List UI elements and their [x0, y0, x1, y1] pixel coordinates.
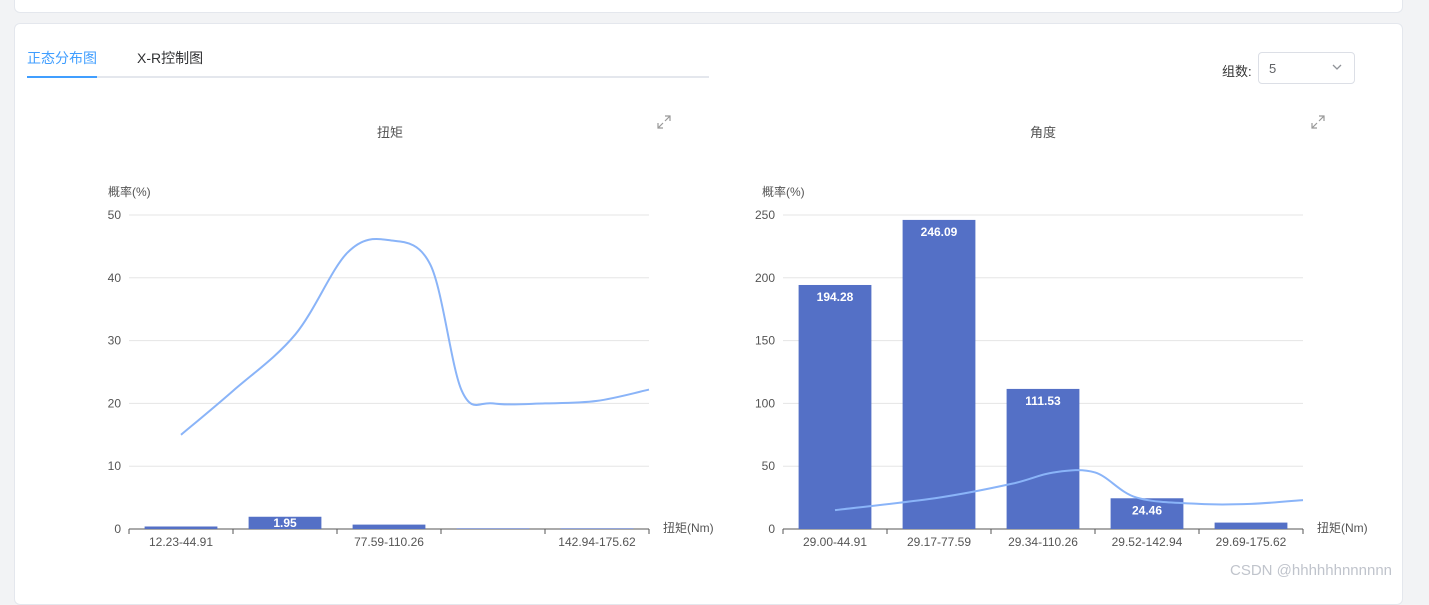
tab-bar: 正态分布图 X-R控制图: [27, 38, 709, 78]
bar: [144, 526, 218, 529]
active-tab-indicator: [27, 76, 97, 78]
y-tick-label: 0: [768, 522, 775, 536]
x-tick-label: 29.34-110.26: [1008, 535, 1078, 549]
angle-chart: 概率(%) 0 50 100 150 200 250 194.28 246.09 111.53 24…: [755, 184, 1368, 549]
y-tick-label: 40: [108, 271, 122, 285]
y-tick-label: 10: [108, 459, 122, 473]
group-count-select[interactable]: 5: [1258, 52, 1355, 84]
y-tick-label: 100: [755, 396, 775, 410]
y-axis-label: 概率(%): [762, 184, 805, 199]
x-axis-label: 扭矩(Nm): [1317, 521, 1368, 535]
x-tick-label: 77.59-110.26: [354, 535, 424, 549]
watermark: CSDN @hhhhhhnnnnnn: [1230, 562, 1393, 579]
bar: [1006, 388, 1080, 529]
y-axis-label: 概率(%): [108, 184, 151, 199]
y-tick-label: 50: [108, 208, 122, 222]
group-count-label: 组数:: [1222, 64, 1252, 79]
bar: [560, 528, 634, 529]
y-tick-label: 250: [755, 208, 775, 222]
chart-title-angle: 角度: [1029, 125, 1056, 140]
y-tick-label: 150: [755, 334, 775, 348]
group-count-value: 5: [1269, 61, 1277, 76]
torque-chart: 概率(%) 0 10 20 30 40 50 1.95 12.23-44.91 77.59-110…: [108, 184, 714, 549]
y-tick-label: 20: [108, 396, 122, 410]
y-tick-label: 50: [762, 459, 776, 473]
bar: [248, 516, 322, 529]
bar-value-label: 194.28: [817, 290, 854, 304]
bar-value-label: 24.46: [1132, 503, 1162, 517]
bar-value-label: 246.09: [921, 225, 958, 239]
bar: [902, 219, 976, 530]
y-tick-label: 200: [755, 271, 775, 285]
expand-icon[interactable]: [1310, 114, 1326, 130]
chart-title-torque: 扭矩: [376, 125, 403, 140]
chevron-down-icon: [1332, 64, 1342, 70]
top-card: [14, 0, 1403, 13]
x-tick-label: 12.23-44.91: [149, 535, 213, 549]
bar: [798, 284, 872, 529]
bar-value-label: 1.95: [273, 516, 297, 530]
x-tick-label: 29.69-175.62: [1216, 535, 1287, 549]
y-tick-label: 0: [114, 522, 121, 536]
x-tick-label: 142.94-175.62: [558, 535, 636, 549]
expand-icon[interactable]: [656, 114, 672, 130]
bar: [352, 524, 426, 529]
bar: [1214, 522, 1288, 529]
bar: [456, 528, 530, 529]
x-axis-label: 扭矩(Nm): [663, 521, 714, 535]
y-tick-label: 30: [108, 334, 122, 348]
x-tick-label: 29.00-44.91: [803, 535, 867, 549]
bar-value-label: 111.53: [1025, 394, 1061, 408]
tab-xr-control[interactable]: X-R控制图: [137, 50, 204, 66]
x-tick-label: 29.52-142.94: [1112, 535, 1183, 549]
chart-card: 正态分布图 X-R控制图 组数: 5 扭矩 角度: [14, 23, 1403, 605]
distribution-curve: [180, 237, 650, 436]
tab-normal-distribution[interactable]: 正态分布图: [27, 50, 97, 66]
distribution-curve: [834, 469, 1304, 512]
x-tick-label: 29.17-77.59: [907, 535, 971, 549]
